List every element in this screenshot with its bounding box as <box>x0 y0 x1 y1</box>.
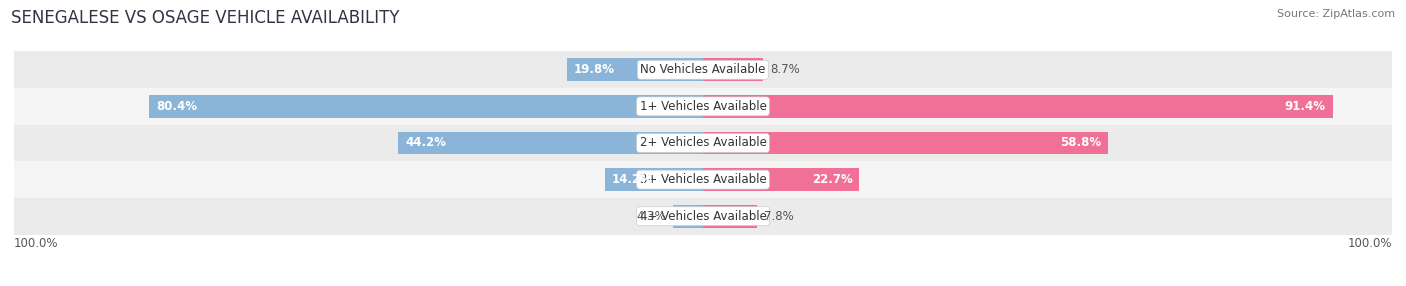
Text: SENEGALESE VS OSAGE VEHICLE AVAILABILITY: SENEGALESE VS OSAGE VEHICLE AVAILABILITY <box>11 9 399 27</box>
Text: 58.8%: 58.8% <box>1060 136 1101 150</box>
Text: 22.7%: 22.7% <box>811 173 852 186</box>
Bar <box>14 161 1392 198</box>
Text: 4.3%: 4.3% <box>637 210 666 223</box>
Text: 1+ Vehicles Available: 1+ Vehicles Available <box>640 100 766 113</box>
Bar <box>703 205 756 228</box>
Bar <box>673 205 703 228</box>
Text: 3+ Vehicles Available: 3+ Vehicles Available <box>640 173 766 186</box>
Text: 100.0%: 100.0% <box>14 237 59 251</box>
Text: 100.0%: 100.0% <box>1347 237 1392 251</box>
Text: 14.2%: 14.2% <box>612 173 652 186</box>
Bar <box>703 168 859 191</box>
Text: 7.8%: 7.8% <box>763 210 793 223</box>
Text: 2+ Vehicles Available: 2+ Vehicles Available <box>640 136 766 150</box>
Bar <box>14 198 1392 235</box>
Text: 8.7%: 8.7% <box>770 63 800 76</box>
Bar <box>14 88 1392 125</box>
Text: 80.4%: 80.4% <box>156 100 197 113</box>
Text: 4+ Vehicles Available: 4+ Vehicles Available <box>640 210 766 223</box>
Bar <box>567 58 703 81</box>
Text: 44.2%: 44.2% <box>405 136 446 150</box>
Bar <box>398 132 703 154</box>
Bar <box>605 168 703 191</box>
Bar <box>14 51 1392 88</box>
Bar <box>14 125 1392 161</box>
Bar <box>149 95 703 118</box>
Text: Source: ZipAtlas.com: Source: ZipAtlas.com <box>1277 9 1395 19</box>
Text: 91.4%: 91.4% <box>1285 100 1326 113</box>
Bar <box>703 132 1108 154</box>
Text: 19.8%: 19.8% <box>574 63 614 76</box>
Text: No Vehicles Available: No Vehicles Available <box>640 63 766 76</box>
Bar <box>703 58 763 81</box>
Bar <box>703 95 1333 118</box>
